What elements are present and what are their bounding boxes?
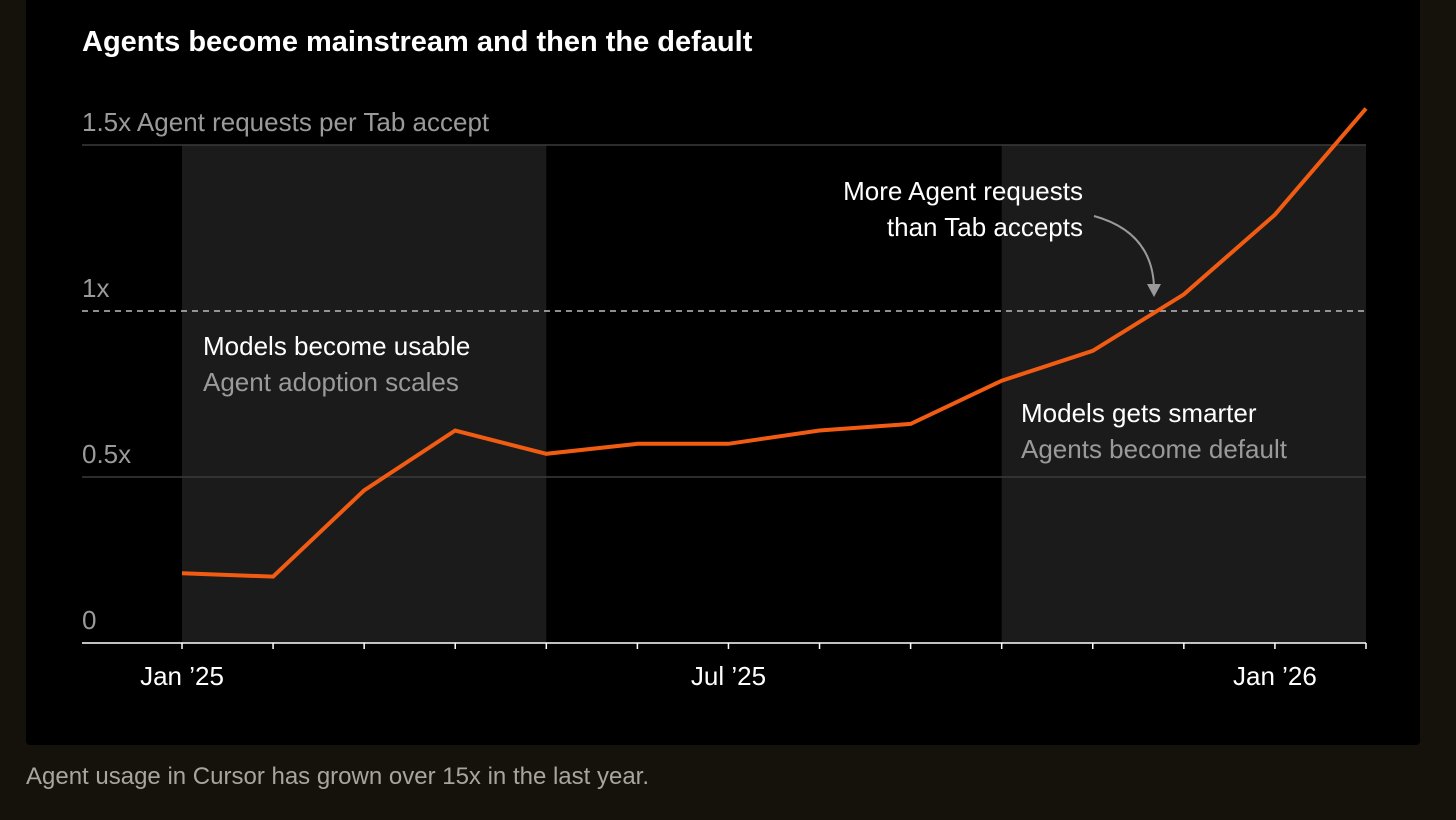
gridlines bbox=[82, 144, 1366, 478]
y-tick-label-3: 1.5x Agent requests per Tab accept bbox=[82, 107, 490, 137]
annotation-crossover-line-2: than Tab accepts bbox=[887, 212, 1083, 242]
x-tick-label-2: Jan ’26 bbox=[1233, 661, 1317, 691]
series-line bbox=[181, 107, 1368, 579]
y-tick-label-1: 0.5x bbox=[82, 439, 131, 469]
shaded-period-1 bbox=[182, 145, 547, 643]
y-tick-label-0: 0 bbox=[82, 605, 96, 635]
annotation-usable-title: Models become usable bbox=[203, 331, 470, 361]
y-tick-labels: 0 0.5x 1x 1.5x Agent requests per Tab accep… bbox=[82, 107, 490, 635]
annotation-smarter-title: Models gets smarter bbox=[1021, 398, 1257, 428]
x-axis bbox=[82, 642, 1367, 649]
x-tick-label-0: Jan ’25 bbox=[140, 661, 224, 691]
x-tick-label-1: Jul ’25 bbox=[691, 661, 766, 691]
chart-title: Agents become mainstream and then the de… bbox=[82, 26, 753, 58]
annotation-crossover-line-1: More Agent requests bbox=[843, 176, 1083, 206]
annotation-smarter-subtitle: Agents become default bbox=[1021, 434, 1288, 464]
shaded-periods bbox=[182, 145, 1366, 643]
annotation-arrow bbox=[1093, 215, 1155, 288]
series-agent-requests bbox=[181, 107, 1368, 579]
annotation-usable-subtitle: Agent adoption scales bbox=[203, 367, 459, 397]
shaded-period-2 bbox=[1001, 145, 1366, 643]
y-tick-label-2: 1x bbox=[82, 273, 109, 303]
x-tick-labels: Jan ’25 Jul ’25 Jan ’26 bbox=[140, 661, 1317, 691]
annotation-arrowhead-icon bbox=[1147, 284, 1161, 297]
figure-caption: Agent usage in Cursor has grown over 15x… bbox=[26, 763, 650, 790]
